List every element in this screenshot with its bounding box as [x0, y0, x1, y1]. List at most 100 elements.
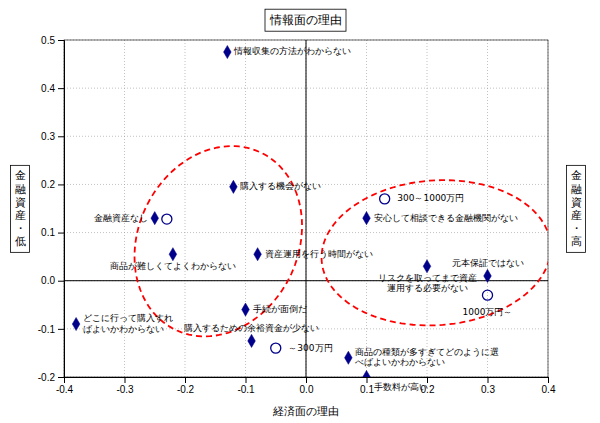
y-label-line: 資 [15, 196, 26, 209]
label-line: 購入する機会がない [240, 181, 321, 191]
point-label: どこに行って購入すればよいかわからない [83, 313, 173, 334]
tick-mark [58, 377, 64, 378]
tick: 0.4 [542, 377, 556, 395]
y2-label-line: 金 [571, 169, 582, 182]
y-label-line: 低 [15, 235, 26, 248]
y2-label-line: ・ [571, 222, 582, 235]
tick: -0.2 [38, 372, 64, 383]
circle-point [482, 290, 492, 300]
point-label: 購入する機会がない [240, 181, 321, 191]
diamond-point [169, 248, 177, 261]
point-label: 情報収集の方法がわからない [233, 46, 351, 56]
y-label-line: 融 [15, 183, 26, 196]
grid-line [427, 40, 428, 377]
tick-mark [185, 377, 186, 383]
circle-point [162, 214, 172, 224]
tick: 0.3 [481, 377, 495, 395]
tick-label: 0.0 [300, 384, 314, 395]
label-line: 情報収集の方法がわからない [233, 46, 351, 56]
y2-label-group: 金融資産・高 [567, 165, 586, 252]
axis-line [65, 378, 549, 384]
label-line: ばよいかわからない [83, 324, 164, 334]
diamond-point [224, 45, 232, 58]
tick-mark [488, 377, 489, 383]
tick: 0.0 [300, 377, 314, 395]
label-line: 1000万円～ [463, 307, 513, 317]
point-label: 資産運用を行う時間がない [265, 249, 373, 259]
tick-mark [58, 329, 64, 330]
title-group: 情報面の理由 [265, 9, 346, 31]
tick-label: 0.4 [542, 384, 556, 395]
y2-label-line: 産 [571, 209, 582, 222]
tick-label: -0.2 [177, 384, 195, 395]
label-line: 手続が面倒だ [253, 304, 307, 314]
point-labels: 情報収集の方法がわからない購入する機会がない金融資産なし商品が難しくてよくわから… [83, 46, 523, 391]
point-label: 元本保証ではない [452, 258, 524, 268]
x-label: 経済面の理由 [272, 405, 339, 418]
label-line: 元本保証ではない [452, 258, 524, 268]
y2-label: 金融資産・高 [571, 169, 582, 248]
label-line: リスクを取ってまで資産 [378, 273, 477, 283]
label-line: 運用する必要がない [387, 283, 468, 293]
tick: 0.4 [41, 83, 64, 94]
label-line: ～300万円 [288, 343, 332, 353]
y-label-box [11, 165, 30, 252]
tick-mark [58, 184, 64, 185]
label-line: 金融資産なし [94, 213, 148, 223]
diamond-point [484, 269, 492, 282]
tick-mark [125, 377, 126, 383]
label-line: 手数料が高い [374, 382, 428, 392]
y2-label-line: 高 [571, 235, 582, 248]
y-label-line: 金 [15, 169, 26, 182]
label-line: 商品が難しくてよくわからない [110, 261, 236, 271]
point-label: 金融資産なし [94, 213, 148, 223]
tick: -0.1 [38, 324, 64, 335]
tick: 0.2 [41, 179, 64, 190]
tick-label: 0.3 [481, 384, 495, 395]
label-line: 資産運用を行う時間がない [265, 249, 373, 259]
tick: 0.3 [41, 131, 64, 142]
tick: 0.1 [41, 227, 64, 238]
label-line: 購入するための余裕資金が少ない [184, 323, 319, 333]
point-label: 1000万円～ [463, 307, 513, 317]
grid [64, 40, 548, 377]
label-line: べばよいかわからない [355, 357, 445, 367]
grid-line [366, 40, 367, 377]
point-label: 手数料が高い [374, 382, 428, 392]
diamond-point [254, 248, 262, 261]
label-line: 商品の種類が多すぎてどのように選 [355, 347, 499, 357]
diamond-point [345, 351, 353, 364]
diamond-point [248, 334, 256, 347]
circle-point [380, 194, 390, 204]
marks [72, 45, 548, 377]
tick-label: 0.2 [41, 179, 55, 190]
tick: -0.1 [237, 377, 255, 395]
y-label-group: 金融資産・低 [11, 165, 30, 252]
point-label: ～300万円 [288, 343, 332, 353]
tick-mark [58, 233, 64, 234]
circle-point [271, 343, 281, 353]
diamond-point [423, 260, 431, 273]
point-label: 手続が面倒だ [253, 304, 307, 314]
point-label: 安心して相談できる金融機関がない [374, 213, 518, 223]
tick: -0.4 [56, 377, 74, 395]
plot-frame [64, 40, 548, 377]
y2-label-box [567, 165, 586, 252]
tick-mark [246, 377, 247, 383]
tick-label: -0.2 [38, 372, 56, 383]
diamond-point [363, 370, 371, 377]
point-label: リスクを取ってまで資産運用する必要がない [378, 273, 477, 294]
plot-background [64, 40, 548, 377]
y2-label-line: 資 [571, 196, 582, 209]
y-label: 金融資産・低 [15, 169, 26, 248]
diamond-point [230, 180, 238, 193]
title-box [265, 9, 346, 31]
point-label: 300～1000万円 [397, 193, 464, 203]
point-label: 商品が難しくてよくわからない [110, 261, 236, 271]
point-label: 購入するための余裕資金が少ない [184, 323, 319, 333]
label-line: 300～1000万円 [397, 193, 464, 203]
tick-label: -0.1 [38, 324, 56, 335]
tick-mark [58, 281, 64, 282]
title-line: 情報面の理由 [269, 13, 342, 27]
tick-label: 0.1 [360, 384, 374, 395]
